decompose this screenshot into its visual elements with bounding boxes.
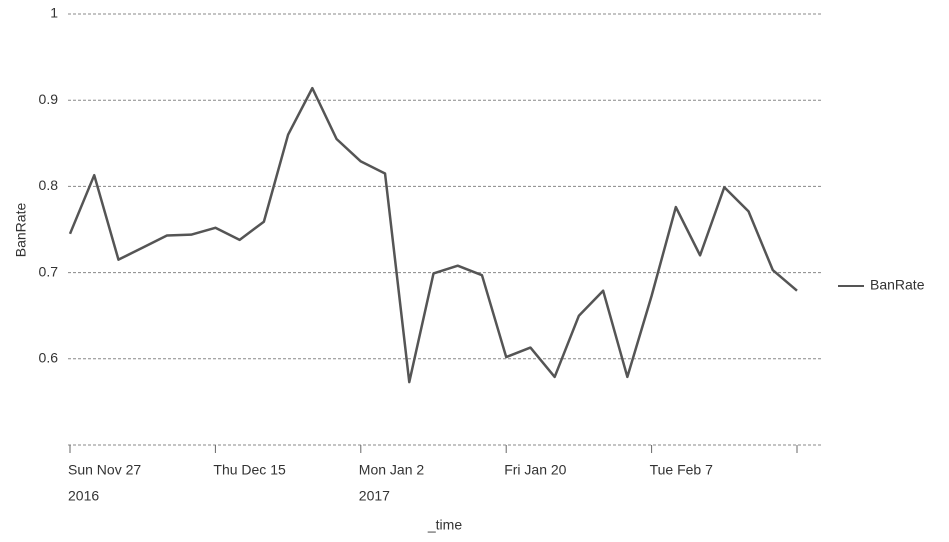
x-tick-label: Tue Feb 7 bbox=[650, 462, 714, 478]
y-tick-label: 0.7 bbox=[39, 263, 59, 279]
x-tick-year: 2016 bbox=[68, 488, 99, 504]
y-axis-label: BanRate bbox=[13, 203, 29, 258]
y-tick-label: 0.8 bbox=[39, 177, 59, 193]
x-tick-label: Sun Nov 27 bbox=[68, 462, 141, 478]
y-tick-label: 0.6 bbox=[39, 350, 59, 366]
legend-label: BanRate bbox=[870, 277, 925, 293]
x-axis-label: _time bbox=[427, 517, 462, 533]
line-series bbox=[68, 86, 798, 384]
x-tick-year: 2017 bbox=[359, 488, 390, 504]
x-tick-label: Mon Jan 2 bbox=[359, 462, 425, 478]
x-tick-label: Thu Dec 15 bbox=[213, 462, 286, 478]
x-tick-label: Fri Jan 20 bbox=[504, 462, 566, 478]
y-tick-label: 1 bbox=[50, 5, 58, 21]
y-tick-label: 0.9 bbox=[39, 91, 59, 107]
